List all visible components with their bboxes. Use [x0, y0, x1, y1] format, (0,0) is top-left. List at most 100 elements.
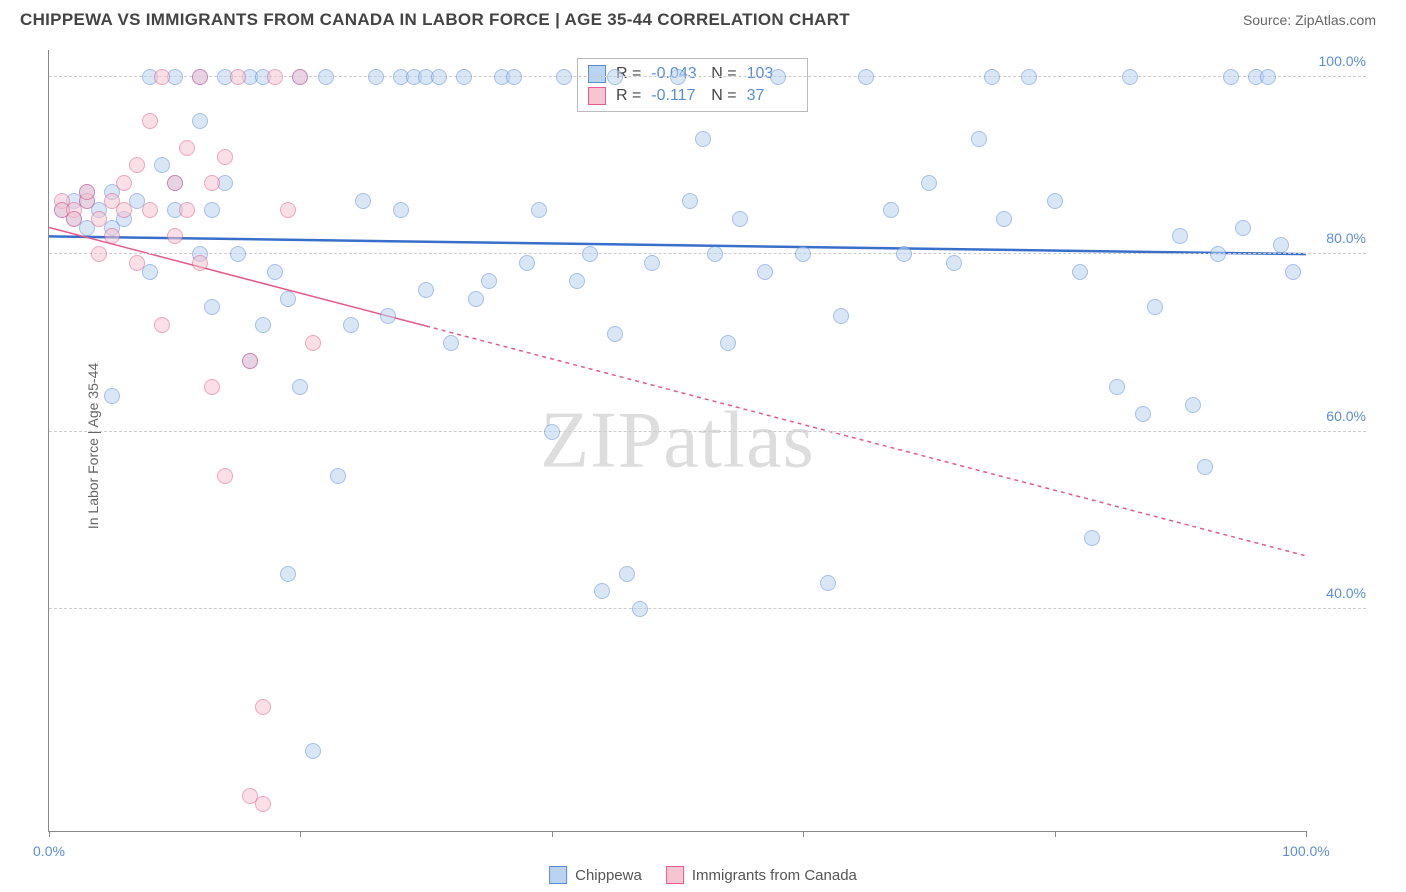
x-tick	[49, 831, 50, 837]
bottom-legend: Chippewa Immigrants from Canada	[549, 866, 857, 884]
scatter-point	[1135, 406, 1151, 422]
scatter-point	[456, 69, 472, 85]
x-tick-label: 100.0%	[1282, 843, 1329, 859]
scatter-point	[255, 317, 271, 333]
stats-row: R =-0.117N =37	[588, 85, 797, 107]
scatter-point	[116, 175, 132, 191]
scatter-point	[104, 388, 120, 404]
scatter-point	[695, 131, 711, 147]
scatter-point	[154, 317, 170, 333]
scatter-point	[670, 69, 686, 85]
scatter-point	[1072, 264, 1088, 280]
scatter-point	[594, 583, 610, 599]
scatter-point	[116, 202, 132, 218]
scatter-point	[380, 308, 396, 324]
scatter-point	[833, 308, 849, 324]
scatter-point	[607, 69, 623, 85]
scatter-point	[192, 255, 208, 271]
scatter-point	[569, 273, 585, 289]
scatter-point	[732, 211, 748, 227]
scatter-point	[204, 379, 220, 395]
x-tick-label: 0.0%	[33, 843, 65, 859]
scatter-point	[682, 193, 698, 209]
scatter-point	[230, 69, 246, 85]
scatter-point	[305, 743, 321, 759]
legend-swatch	[666, 866, 684, 884]
scatter-point	[1021, 69, 1037, 85]
legend-swatch	[588, 87, 606, 105]
scatter-point	[167, 228, 183, 244]
x-tick	[1306, 831, 1307, 837]
scatter-point	[1210, 246, 1226, 262]
scatter-point	[757, 264, 773, 280]
scatter-point	[883, 202, 899, 218]
scatter-point	[519, 255, 535, 271]
scatter-point	[91, 246, 107, 262]
scatter-point	[1084, 530, 1100, 546]
scatter-point	[1109, 379, 1125, 395]
y-tick-label: 40.0%	[1326, 585, 1366, 601]
scatter-point	[192, 69, 208, 85]
legend-label: Immigrants from Canada	[692, 867, 857, 884]
scatter-point	[1197, 459, 1213, 475]
scatter-point	[267, 264, 283, 280]
legend-label: Chippewa	[575, 867, 642, 884]
scatter-point	[820, 575, 836, 591]
scatter-point	[1273, 237, 1289, 253]
scatter-point	[632, 601, 648, 617]
stat-r-value: -0.117	[651, 87, 701, 105]
watermark-text: ZIPatlas	[540, 395, 815, 486]
scatter-point	[896, 246, 912, 262]
stats-legend-box: R =-0.043N =103R =-0.117N =37	[577, 58, 808, 112]
scatter-point	[468, 291, 484, 307]
gridline	[49, 431, 1366, 432]
scatter-point	[368, 69, 384, 85]
gridline	[49, 608, 1366, 609]
chart-plot-area: ZIPatlas R =-0.043N =103R =-0.117N =37 4…	[48, 50, 1306, 832]
scatter-point	[531, 202, 547, 218]
scatter-point	[217, 468, 233, 484]
scatter-point	[418, 282, 434, 298]
scatter-point	[179, 202, 195, 218]
x-tick	[1055, 831, 1056, 837]
scatter-point	[1047, 193, 1063, 209]
regression-lines	[49, 50, 1306, 831]
scatter-point	[292, 69, 308, 85]
stat-n-label: N =	[711, 65, 736, 83]
stat-n-value: 37	[747, 87, 797, 105]
scatter-point	[481, 273, 497, 289]
scatter-point	[292, 379, 308, 395]
scatter-point	[1172, 228, 1188, 244]
scatter-point	[971, 131, 987, 147]
scatter-point	[770, 69, 786, 85]
scatter-point	[217, 149, 233, 165]
y-tick-label: 80.0%	[1326, 230, 1366, 246]
source-attribution: Source: ZipAtlas.com	[1243, 12, 1376, 28]
scatter-point	[996, 211, 1012, 227]
scatter-point	[104, 228, 120, 244]
legend-swatch	[549, 866, 567, 884]
scatter-point	[607, 326, 623, 342]
scatter-point	[154, 157, 170, 173]
scatter-point	[204, 202, 220, 218]
scatter-point	[179, 140, 195, 156]
legend-item: Chippewa	[549, 866, 642, 884]
legend-item: Immigrants from Canada	[666, 866, 857, 884]
legend-swatch	[588, 65, 606, 83]
y-tick-label: 60.0%	[1326, 408, 1366, 424]
scatter-point	[305, 335, 321, 351]
scatter-point	[142, 202, 158, 218]
y-tick-label: 100.0%	[1319, 53, 1366, 69]
scatter-point	[1147, 299, 1163, 315]
scatter-point	[318, 69, 334, 85]
scatter-point	[1235, 220, 1251, 236]
scatter-point	[91, 211, 107, 227]
scatter-point	[707, 246, 723, 262]
stat-r-label: R =	[616, 87, 641, 105]
scatter-point	[556, 69, 572, 85]
scatter-point	[343, 317, 359, 333]
scatter-point	[142, 113, 158, 129]
scatter-point	[66, 211, 82, 227]
scatter-point	[255, 699, 271, 715]
scatter-point	[167, 175, 183, 191]
